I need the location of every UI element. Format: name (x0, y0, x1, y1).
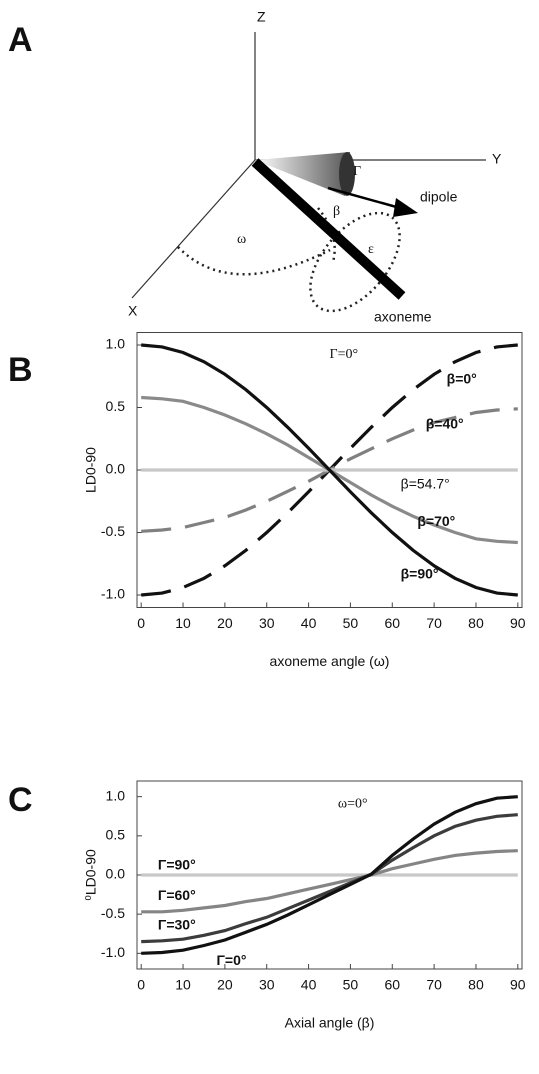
omega-arc (177, 246, 331, 276)
precession-ellipse (309, 211, 401, 313)
y-tick-label: 1.0 (106, 787, 126, 803)
series-label: Γ=60° (158, 887, 196, 903)
series-label: β=40° (426, 416, 464, 432)
x-tick-label: 0 (137, 977, 145, 993)
gamma-label: Γ (353, 164, 361, 179)
y-axis-label: ⁰LD0-90 (83, 849, 99, 901)
y-tick-label: -0.5 (101, 523, 125, 539)
y-tick-label: -1.0 (101, 944, 125, 960)
x-tick-label: 30 (259, 615, 275, 631)
axis-x: X (128, 303, 138, 319)
panel-label: A (8, 21, 33, 59)
cone-base (339, 152, 355, 196)
y-tick-label: 0.5 (106, 827, 126, 843)
y-tick-label: 1.0 (106, 336, 126, 352)
x-tick-label: 60 (384, 615, 400, 631)
series-label: β=70° (417, 513, 455, 529)
series-line (141, 849, 518, 914)
cone (255, 152, 350, 196)
panel-a: A Z Y X Γ β ω ε dipole axoneme (8, 9, 502, 325)
series-label: β=90° (401, 566, 439, 582)
series-line (141, 813, 518, 944)
series-line (141, 795, 518, 955)
x-tick-label: 70 (426, 977, 442, 993)
axis-y: Y (492, 151, 502, 167)
dipole-vector (327, 186, 401, 210)
series-label: Γ=0° (217, 952, 247, 968)
annotation: ω=0° (338, 797, 368, 812)
y-tick-label: -1.0 (101, 586, 125, 602)
x-tick-label: 30 (259, 977, 275, 993)
panel-0: B 1.0 0.5 0.0 -0.5 -1.0 0 10 20 30 40 50 60 70 80 90 axo… (8, 332, 526, 669)
epsilon-label: ε (368, 242, 374, 257)
x-tick-label: 50 (343, 615, 359, 631)
x-axis (131, 159, 256, 299)
x-tick-label: 20 (217, 977, 233, 993)
x-tick-label: 40 (301, 615, 317, 631)
series-line (141, 343, 518, 597)
series-label: Γ=30° (158, 917, 196, 933)
axoneme-rod (251, 158, 406, 300)
x-axis-label: Axial angle (β) (285, 1015, 375, 1031)
y-tick-label: -0.5 (101, 905, 125, 921)
y-tick-label: 0.5 (106, 398, 126, 414)
panel-label: B (8, 351, 33, 389)
series-label: β=54.7° (401, 476, 450, 492)
y-tick-label: 0.0 (106, 866, 126, 882)
y-tick-label: 0.0 (106, 461, 126, 477)
x-tick-label: 10 (175, 977, 191, 993)
x-tick-label: 60 (384, 977, 400, 993)
series-label: Γ=90° (158, 856, 196, 872)
x-tick-label: 40 (301, 977, 317, 993)
axoneme-label: axoneme (374, 309, 432, 325)
x-tick-label: 50 (343, 977, 359, 993)
series-label: β=0° (447, 371, 477, 387)
annotation: Γ=0° (330, 347, 359, 362)
x-axis-label: axoneme angle (ω) (270, 653, 390, 669)
x-tick-label: 20 (217, 615, 233, 631)
dipole-label: dipole (420, 189, 458, 205)
axis-z: Z (257, 9, 266, 25)
x-tick-label: 80 (468, 615, 484, 631)
omega-label: ω (237, 232, 246, 247)
x-tick-label: 80 (468, 977, 484, 993)
x-tick-label: 90 (510, 615, 526, 631)
beta-label: β (333, 204, 340, 219)
x-tick-label: 0 (137, 615, 145, 631)
dipole-arrowhead (393, 198, 418, 217)
panel-label: C (8, 781, 33, 819)
y-axis-label: LD0-90 (83, 447, 99, 493)
x-tick-label: 10 (175, 615, 191, 631)
panel-1: C 1.0 0.5 0.0 -0.5 -1.0 0 10 20 30 40 50 60 70 80 90 Axi… (8, 780, 526, 1031)
x-tick-label: 70 (426, 615, 442, 631)
x-tick-label: 90 (510, 977, 526, 993)
